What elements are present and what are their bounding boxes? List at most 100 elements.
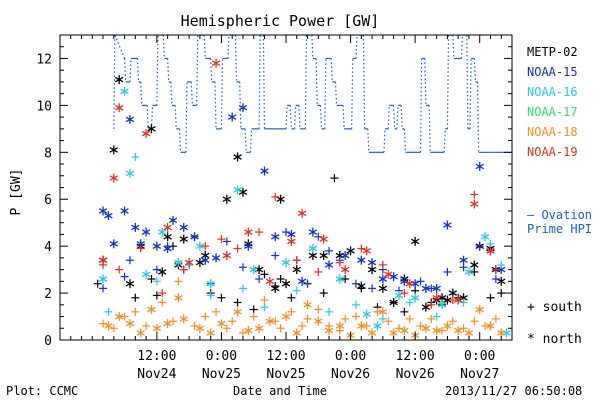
south-point: [99, 284, 108, 293]
north-point: [147, 124, 156, 134]
south-point: [335, 258, 344, 267]
north-point: [410, 279, 420, 289]
north-point: [163, 222, 172, 232]
south-point: [330, 174, 339, 183]
south-point: [255, 275, 264, 283]
north-point: [453, 326, 463, 336]
south-point: [325, 307, 334, 316]
north-point: [276, 194, 285, 204]
ovation-segment: [294, 105, 297, 129]
north-point: [141, 129, 151, 139]
north-point: [222, 251, 232, 261]
ovation-segment: [476, 81, 480, 153]
ovation-segment: [452, 35, 455, 59]
south-point: [238, 263, 247, 272]
south-point: [212, 307, 221, 316]
ovation-segment: [185, 81, 188, 153]
south-point: [341, 275, 350, 283]
ovation-segment: [129, 58, 132, 82]
north-point: [179, 234, 188, 244]
south-point: [459, 298, 468, 307]
north-point: [104, 321, 113, 331]
ovation-segment: [203, 35, 206, 59]
ovation-segment: [351, 58, 354, 129]
north-point: [357, 321, 366, 331]
ovation-segment: [469, 58, 472, 129]
north-point: [362, 309, 371, 319]
ovation-segment: [113, 35, 116, 129]
south-point: [351, 279, 360, 288]
north-point: [335, 274, 345, 284]
ovation-segment: [315, 58, 318, 106]
y-tick-label: 10: [36, 99, 52, 114]
north-point: [421, 302, 431, 312]
north-point: [464, 328, 474, 338]
north-point: [271, 283, 280, 293]
ovation-segment: [403, 128, 407, 153]
south-point: [222, 324, 231, 333]
north-point: [120, 206, 129, 216]
ovation-segment: [362, 35, 366, 129]
ovation-segment: [334, 81, 338, 106]
north-point: [244, 326, 253, 336]
south-point: [158, 298, 167, 307]
ovation-segment: [123, 58, 127, 82]
x-tick-label-date: Nov26: [396, 367, 435, 382]
ovation-segment: [214, 81, 217, 129]
south-point: [249, 312, 258, 321]
south-point: [384, 317, 393, 326]
south-point: [120, 312, 129, 321]
north-point: [319, 234, 328, 244]
north-point: [260, 166, 269, 176]
south-point: [341, 314, 350, 323]
south-point: [271, 317, 280, 326]
legend-entry: NOAA-19: [527, 145, 578, 159]
south-point: [152, 277, 161, 286]
ovation-segment: [473, 58, 477, 82]
south-point: [438, 326, 447, 335]
x-tick-label-date: Nov25: [202, 367, 241, 382]
south-point: [260, 270, 269, 279]
ovation-segment: [162, 35, 165, 59]
north-point: [158, 227, 167, 237]
ovation-segment: [443, 128, 446, 153]
north-point: [179, 222, 188, 232]
north-point: [98, 206, 108, 216]
north-point: [271, 232, 280, 242]
north-point: [470, 199, 479, 209]
north-point: [114, 312, 124, 322]
north-point: [233, 185, 242, 195]
south-point: [169, 317, 177, 326]
south-point: [497, 289, 506, 298]
south-point: [292, 286, 301, 295]
north-point: [389, 272, 398, 282]
x-tick-label-date: Nov26: [331, 367, 370, 382]
x-tick-label-date: Nov24: [137, 367, 176, 382]
north-point: [281, 312, 291, 322]
ovation-segment: [156, 35, 159, 106]
ovation-segment: [383, 128, 386, 153]
south-point: [357, 244, 366, 253]
north-point: [297, 208, 307, 218]
north-point: [233, 152, 242, 162]
y-axis-ticks: 0 2 4 6 8 10 12: [36, 34, 512, 349]
south-point: [486, 293, 495, 302]
legend-entry: NOAA-15: [527, 65, 578, 79]
north-point: [389, 297, 398, 307]
south-point: [405, 314, 414, 323]
ovation-segment: [140, 81, 143, 106]
north-point: [109, 239, 119, 249]
north-point: [340, 265, 350, 275]
north-point: [158, 267, 167, 277]
north-point: [389, 328, 398, 338]
north-point: [125, 319, 135, 329]
south-point: [427, 314, 436, 323]
north-point: [335, 321, 345, 331]
ovation-segment: [174, 105, 177, 129]
ovation-segment: [396, 105, 399, 129]
north-point: [362, 246, 371, 256]
x-axis-ticks: 12:00 Nov24 0:00 Nov25 12:00 Nov25 0:00 Nov26 12…: [59, 35, 513, 382]
south-point: [314, 232, 323, 241]
ovation-segment: [227, 35, 230, 59]
marker-legend: + south * north: [527, 300, 582, 347]
